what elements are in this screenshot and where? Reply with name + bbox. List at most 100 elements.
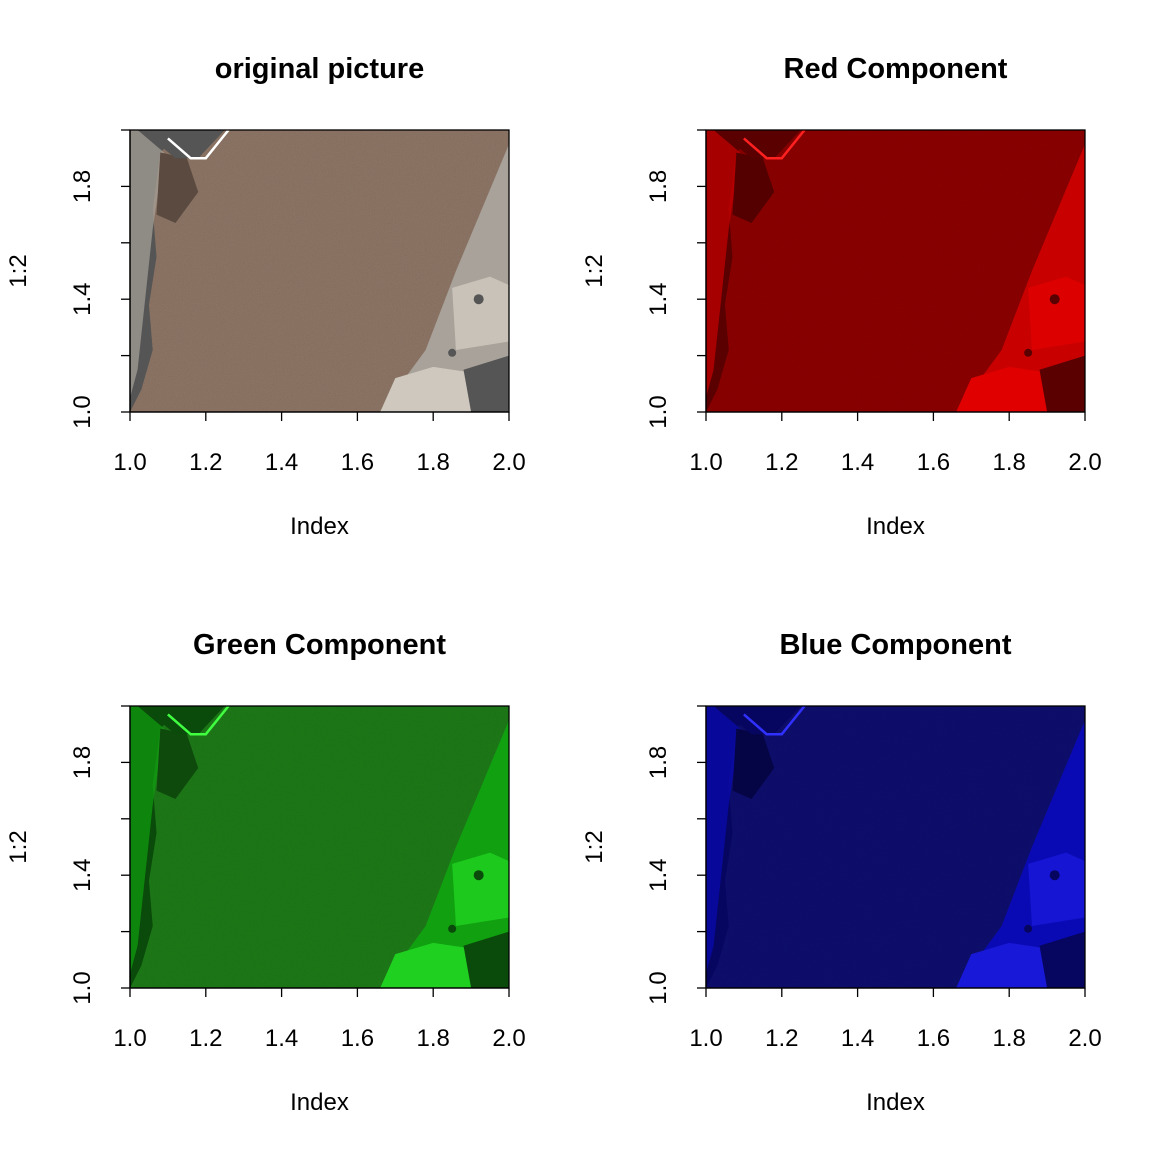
hardware-shadow xyxy=(1039,355,1085,412)
y-tick-label: 1.0 xyxy=(69,395,96,428)
bolt-middle xyxy=(448,924,457,933)
x-tick-label: 2.0 xyxy=(492,449,525,476)
panel-title: Blue Component xyxy=(780,629,1012,661)
hardware-shadow xyxy=(463,355,509,412)
x-tick-label: 2.0 xyxy=(1068,449,1101,476)
y-axis: 1.0 1.4 1.8 1:2 xyxy=(5,129,131,429)
y-tick-label: 1.0 xyxy=(69,971,96,1004)
x-axis-label: Index xyxy=(290,1089,349,1116)
top-bracket xyxy=(717,130,801,159)
image-raster xyxy=(130,130,509,412)
image-raster xyxy=(130,706,509,988)
bolt-upper xyxy=(1049,294,1060,305)
y-axis-label: 1:2 xyxy=(581,830,608,863)
x-tick-label: 1.0 xyxy=(689,449,722,476)
top-bracket xyxy=(141,706,225,735)
x-tick-label: 1.8 xyxy=(417,449,450,476)
left-hardware-highlight xyxy=(130,706,165,974)
y-tick-label: 1.8 xyxy=(645,170,672,203)
y-axis-label: 1:2 xyxy=(5,254,32,287)
x-axis: 1.0 1.2 1.4 1.6 1.8 2.0 Index xyxy=(113,987,526,1116)
y-axis: 1.0 1.4 1.8 1:2 xyxy=(5,705,131,1005)
hardware-block-lower xyxy=(380,366,472,412)
panel-title: Green Component xyxy=(193,629,446,661)
y-tick-label: 1.8 xyxy=(69,746,96,779)
hardware-shadow xyxy=(1039,931,1085,988)
bracket-edge xyxy=(743,130,806,160)
panel-title: original picture xyxy=(215,53,424,85)
panel-title: Red Component xyxy=(784,53,1008,85)
y-tick-label: 1.8 xyxy=(645,746,672,779)
hardware-block-lower xyxy=(380,942,472,988)
shadow-region xyxy=(156,728,199,800)
x-tick-label: 1.8 xyxy=(993,449,1026,476)
x-axis: 1.0 1.2 1.4 1.6 1.8 2.0 Index xyxy=(689,411,1102,540)
x-tick-label: 1.8 xyxy=(993,1025,1026,1052)
x-tick-label: 1.6 xyxy=(917,449,950,476)
hardware-block-upper xyxy=(1028,852,1085,926)
x-tick-label: 1.2 xyxy=(189,1025,222,1052)
y-tick-label: 1.0 xyxy=(645,971,672,1004)
bracket-edge xyxy=(743,706,806,736)
y-tick-label: 1.4 xyxy=(69,283,96,316)
hardware-block-upper xyxy=(452,276,509,350)
x-tick-label: 1.4 xyxy=(841,449,874,476)
shadow-region xyxy=(732,728,775,800)
shadow-region xyxy=(156,152,199,224)
left-hardware-highlight xyxy=(130,130,165,398)
bolt-upper xyxy=(473,294,484,305)
bolt-lower xyxy=(473,398,484,409)
y-tick-label: 1.4 xyxy=(69,859,96,892)
x-tick-label: 1.4 xyxy=(841,1025,874,1052)
x-tick-label: 1.0 xyxy=(113,1025,146,1052)
hardware-block-lower xyxy=(956,942,1048,988)
y-tick-label: 1.0 xyxy=(645,395,672,428)
x-tick-label: 1.8 xyxy=(417,1025,450,1052)
x-tick-label: 1.0 xyxy=(113,449,146,476)
top-bracket xyxy=(717,706,801,735)
y-axis: 1.0 1.4 1.8 1:2 xyxy=(581,705,707,1005)
top-bracket xyxy=(141,130,225,159)
x-tick-label: 1.2 xyxy=(189,449,222,476)
x-tick-label: 1.6 xyxy=(917,1025,950,1052)
y-axis-label: 1:2 xyxy=(581,254,608,287)
bolt-lower xyxy=(473,974,484,985)
x-tick-label: 1.0 xyxy=(689,1025,722,1052)
hardware-block-lower xyxy=(956,366,1048,412)
x-tick-label: 1.4 xyxy=(265,1025,298,1052)
bolt-upper xyxy=(473,870,484,881)
image-raster xyxy=(706,706,1085,988)
left-hardware-highlight xyxy=(706,706,741,974)
x-axis-label: Index xyxy=(866,513,925,540)
bolt-lower xyxy=(1049,974,1060,985)
x-tick-label: 1.6 xyxy=(341,1025,374,1052)
bolt-middle xyxy=(1024,348,1033,357)
x-tick-label: 1.4 xyxy=(265,449,298,476)
bolt-lower xyxy=(1049,398,1060,409)
hardware-shadow xyxy=(463,931,509,988)
y-tick-label: 1.4 xyxy=(645,283,672,316)
bolt-middle xyxy=(448,348,457,357)
y-axis: 1.0 1.4 1.8 1:2 xyxy=(581,129,707,429)
bolt-upper xyxy=(1049,870,1060,881)
hardware-block-upper xyxy=(1028,276,1085,350)
hardware-block-upper xyxy=(452,852,509,926)
image-raster xyxy=(706,130,1085,412)
bracket-edge xyxy=(167,130,230,160)
shadow-region xyxy=(732,152,775,224)
bolt-middle xyxy=(1024,924,1033,933)
y-tick-label: 1.8 xyxy=(69,170,96,203)
x-tick-label: 1.2 xyxy=(765,449,798,476)
left-hardware-highlight xyxy=(706,130,741,398)
bracket-edge xyxy=(167,706,230,736)
y-tick-label: 1.4 xyxy=(645,859,672,892)
x-tick-label: 1.6 xyxy=(341,449,374,476)
y-axis-label: 1:2 xyxy=(5,830,32,863)
x-tick-label: 2.0 xyxy=(492,1025,525,1052)
x-tick-label: 2.0 xyxy=(1068,1025,1101,1052)
